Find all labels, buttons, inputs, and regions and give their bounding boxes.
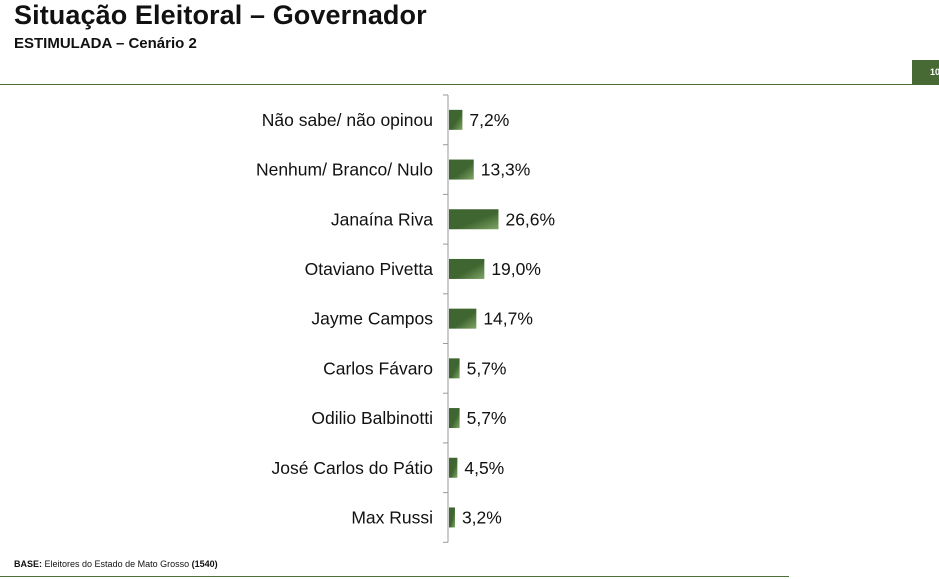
bar	[449, 408, 460, 429]
category-label: Max Russi	[351, 507, 433, 527]
bar	[449, 109, 463, 130]
value-label: 19,0%	[491, 259, 541, 279]
page-number-tab: 10	[912, 60, 939, 85]
category-label: Janaína Riva	[331, 209, 433, 229]
category-label: Carlos Fávaro	[323, 358, 433, 378]
value-label: 26,6%	[505, 209, 555, 229]
category-label: José Carlos do Pátio	[272, 458, 433, 478]
bar	[449, 507, 455, 528]
category-label: Jayme Campos	[311, 309, 433, 329]
value-label: 13,3%	[481, 160, 531, 180]
base-text: Eleitores do Estado de Mato Grosso	[44, 559, 190, 569]
category-label: Não sabe/ não opinou	[262, 110, 433, 130]
bar	[449, 308, 477, 329]
base-count: (1540)	[191, 559, 218, 569]
page-title: Situação Eleitoral – Governador	[14, 0, 427, 30]
bar	[449, 258, 485, 279]
category-label: Otaviano Pivetta	[305, 259, 434, 279]
bar-chart: Não sabe/ não opinou 7,2% Nenhum/ Branco/ …	[256, 94, 555, 543]
bar	[449, 457, 458, 478]
page-subtitle: ESTIMULADA – Cenário 2	[14, 35, 197, 52]
header-divider	[0, 84, 912, 85]
footer-divider	[0, 576, 789, 577]
bar	[449, 358, 460, 379]
bar	[449, 159, 474, 180]
value-label: 14,7%	[483, 309, 533, 329]
base-label: BASE:	[14, 559, 43, 569]
category-label: Odilio Balbinotti	[311, 408, 433, 428]
value-label: 5,7%	[467, 358, 507, 378]
value-label: 3,2%	[462, 507, 502, 527]
value-label: 7,2%	[469, 110, 509, 130]
bar	[449, 209, 499, 230]
base-note: BASE: Eleitores do Estado de Mato Grosso…	[14, 559, 218, 569]
category-label: Nenhum/ Branco/ Nulo	[256, 160, 433, 180]
value-label: 5,7%	[467, 408, 507, 428]
value-label: 4,5%	[464, 458, 504, 478]
